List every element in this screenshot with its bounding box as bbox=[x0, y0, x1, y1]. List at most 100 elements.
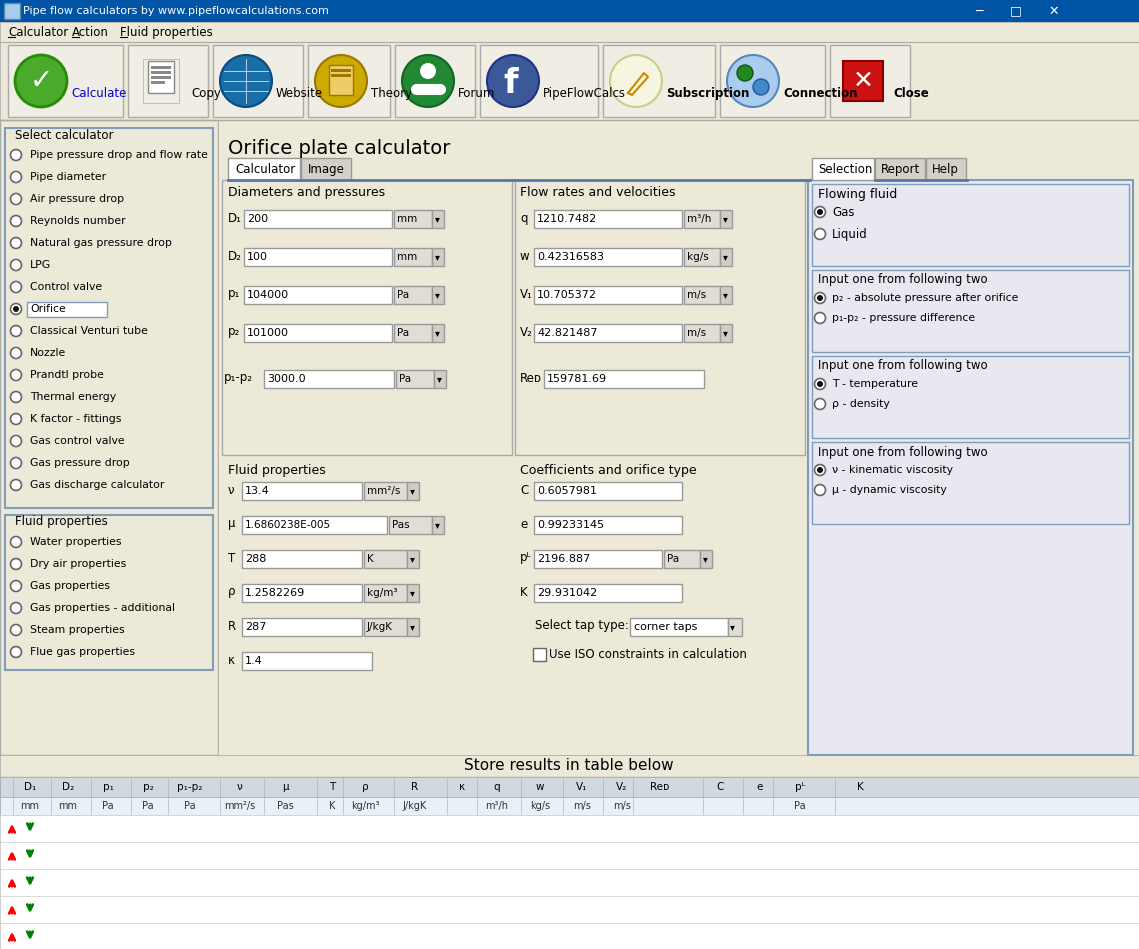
Circle shape bbox=[10, 237, 22, 249]
Text: Use ISO constraints in calculation: Use ISO constraints in calculation bbox=[549, 647, 747, 661]
Bar bbox=[241, 482, 362, 500]
Circle shape bbox=[727, 55, 779, 107]
Bar bbox=[0, 0, 1139, 22]
Text: m/s: m/s bbox=[613, 801, 631, 811]
Bar bbox=[364, 584, 407, 602]
Text: 287: 287 bbox=[245, 622, 267, 632]
Text: Pa: Pa bbox=[399, 374, 411, 384]
Text: 42.821487: 42.821487 bbox=[536, 328, 598, 338]
Text: Gas discharge calculator: Gas discharge calculator bbox=[30, 480, 164, 490]
Circle shape bbox=[817, 467, 823, 473]
Bar bbox=[534, 324, 682, 342]
Circle shape bbox=[10, 304, 22, 314]
Circle shape bbox=[817, 209, 823, 215]
Bar bbox=[812, 442, 1129, 524]
Text: ▾: ▾ bbox=[723, 252, 728, 262]
Circle shape bbox=[420, 63, 436, 79]
Text: V₂: V₂ bbox=[521, 326, 533, 339]
Text: Copy: Copy bbox=[191, 86, 221, 100]
Bar bbox=[241, 618, 362, 636]
Text: T: T bbox=[329, 782, 335, 792]
Text: Subscription: Subscription bbox=[666, 86, 749, 100]
Circle shape bbox=[737, 65, 753, 81]
Bar bbox=[0, 777, 1139, 797]
Circle shape bbox=[15, 55, 67, 107]
Text: ▾: ▾ bbox=[435, 252, 440, 262]
Text: Orifice plate calculator: Orifice plate calculator bbox=[228, 139, 450, 158]
Text: Pa: Pa bbox=[398, 290, 409, 300]
Circle shape bbox=[10, 624, 22, 636]
Text: Fluid properties: Fluid properties bbox=[15, 515, 108, 529]
Text: p₁: p₁ bbox=[103, 782, 114, 792]
Bar bbox=[685, 286, 720, 304]
Text: Pas: Pas bbox=[277, 801, 294, 811]
Bar bbox=[218, 120, 1139, 755]
Text: C: C bbox=[716, 782, 723, 792]
Text: J/kgK: J/kgK bbox=[403, 801, 427, 811]
Text: Image: Image bbox=[308, 162, 345, 176]
Text: Steam properties: Steam properties bbox=[30, 625, 124, 635]
Text: μ - dynamic viscosity: μ - dynamic viscosity bbox=[831, 485, 947, 495]
Text: □: □ bbox=[1010, 5, 1022, 17]
Text: ✓: ✓ bbox=[30, 67, 52, 95]
Text: 200: 200 bbox=[247, 214, 268, 224]
Text: q: q bbox=[493, 782, 500, 792]
Text: Theory: Theory bbox=[371, 86, 412, 100]
Circle shape bbox=[10, 479, 22, 491]
Text: q: q bbox=[521, 212, 527, 225]
Bar bbox=[0, 777, 1139, 949]
Text: Store results in table below: Store results in table below bbox=[465, 758, 674, 773]
Bar bbox=[407, 550, 419, 568]
Text: Gas pressure drop: Gas pressure drop bbox=[30, 458, 130, 468]
Bar bbox=[0, 42, 1139, 120]
Text: mm²/s: mm²/s bbox=[224, 801, 255, 811]
Text: 0.42316583: 0.42316583 bbox=[536, 252, 604, 262]
Text: D₂: D₂ bbox=[62, 782, 74, 792]
Bar bbox=[241, 550, 362, 568]
Text: mm: mm bbox=[21, 801, 40, 811]
Bar bbox=[432, 248, 444, 266]
Bar bbox=[244, 248, 392, 266]
Bar bbox=[222, 180, 513, 455]
Circle shape bbox=[10, 436, 22, 446]
Circle shape bbox=[10, 282, 22, 292]
Bar bbox=[144, 59, 179, 103]
Circle shape bbox=[10, 347, 22, 359]
Bar bbox=[720, 210, 732, 228]
Bar bbox=[0, 755, 1139, 777]
Bar bbox=[5, 515, 213, 670]
Bar bbox=[8, 45, 123, 117]
Circle shape bbox=[10, 646, 22, 658]
Text: Input one from following two: Input one from following two bbox=[818, 360, 988, 373]
Bar bbox=[534, 248, 682, 266]
Text: kg/s: kg/s bbox=[687, 252, 708, 262]
Text: R: R bbox=[228, 620, 236, 632]
Text: Help: Help bbox=[932, 162, 959, 176]
Text: Gas properties - additional: Gas properties - additional bbox=[30, 603, 175, 613]
Bar bbox=[241, 516, 387, 534]
Circle shape bbox=[487, 55, 539, 107]
Text: Calculator: Calculator bbox=[235, 162, 295, 176]
Bar bbox=[534, 516, 682, 534]
Text: m³/h: m³/h bbox=[687, 214, 712, 224]
Text: ρ: ρ bbox=[228, 586, 236, 599]
Text: Natural gas pressure drop: Natural gas pressure drop bbox=[30, 238, 172, 248]
Bar bbox=[394, 324, 432, 342]
Text: ν: ν bbox=[228, 483, 235, 496]
Circle shape bbox=[10, 392, 22, 402]
Bar bbox=[0, 120, 218, 755]
Text: ▾: ▾ bbox=[703, 554, 707, 564]
Bar bbox=[720, 286, 732, 304]
Text: 104000: 104000 bbox=[247, 290, 289, 300]
Text: mm: mm bbox=[58, 801, 77, 811]
Circle shape bbox=[402, 55, 454, 107]
Text: Pa: Pa bbox=[398, 328, 409, 338]
Text: p₂ - absolute pressure after orifice: p₂ - absolute pressure after orifice bbox=[831, 293, 1018, 303]
Text: Select tap type:: Select tap type: bbox=[535, 620, 629, 632]
Text: Flow rates and velocities: Flow rates and velocities bbox=[521, 185, 675, 198]
Circle shape bbox=[10, 369, 22, 381]
Bar bbox=[407, 584, 419, 602]
Text: Pipe pressure drop and flow rate: Pipe pressure drop and flow rate bbox=[30, 150, 208, 160]
Bar bbox=[700, 550, 712, 568]
Bar bbox=[544, 370, 704, 388]
